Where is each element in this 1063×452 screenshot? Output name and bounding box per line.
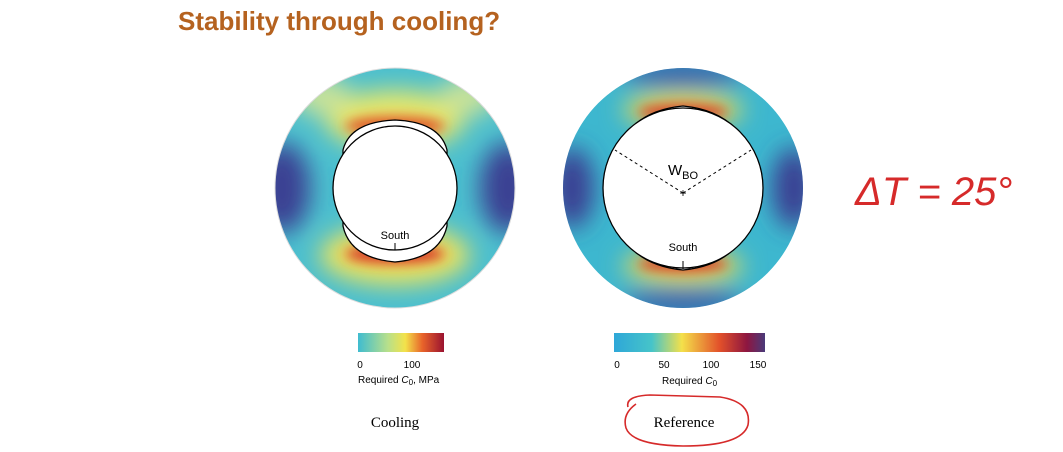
south-label: South	[669, 242, 698, 254]
caption: Reference	[654, 415, 715, 431]
slide-title: Stability through cooling?	[178, 6, 500, 36]
colorbar-label: Required C0	[662, 376, 718, 388]
w-symbol: W	[668, 162, 683, 179]
label-prefix: Required	[358, 375, 399, 386]
colorbar-tick: 100	[404, 360, 421, 371]
cooling-plot	[275, 68, 515, 308]
colorbar-tick: 50	[658, 360, 670, 371]
disc-outline	[274, 67, 516, 309]
colorbar-tick: 0	[614, 360, 620, 371]
colorbar-tick: 150	[750, 360, 767, 371]
label-prefix: Required	[662, 376, 703, 387]
colorbar-tick: 0	[357, 360, 363, 371]
w-subscript: BO	[682, 170, 698, 182]
handwritten-annotation: ΔT = 25°	[854, 170, 1012, 214]
caption: Cooling	[371, 415, 420, 431]
breakout-line	[682, 149, 752, 194]
colorbar-tick: 100	[703, 360, 720, 371]
colorbar	[614, 333, 765, 352]
label-subscript: 0	[713, 379, 718, 388]
label-suffix: , MPa	[413, 375, 440, 386]
colorbar	[358, 333, 444, 352]
label-subscript: 0	[409, 378, 414, 387]
breakout-line	[614, 149, 684, 194]
hand-circle	[624, 394, 750, 447]
south-label: South	[381, 230, 410, 242]
label-symbol: C	[401, 375, 409, 386]
breakout-label: WBO	[668, 162, 699, 182]
center-mark: +	[679, 186, 686, 200]
colorbar-label: Required C0, MPa	[358, 375, 440, 387]
label-symbol: C	[705, 376, 713, 387]
